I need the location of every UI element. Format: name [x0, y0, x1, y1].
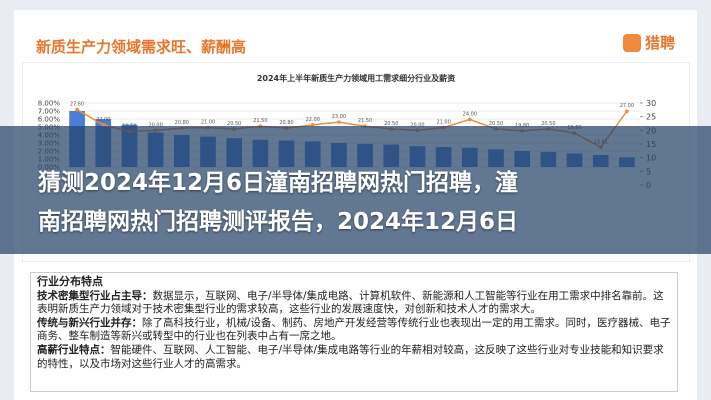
paragraph: 技术密集型行业占主导：数据显示，互联网、电子/半导体/集成电路、计算机软件、新能…	[37, 290, 671, 317]
data-label: 20.50	[541, 121, 555, 127]
data-label: 19.80	[515, 123, 529, 129]
paragraph-text: 智能硬件、互联网、人工智能、电子/半导体/集成电路等行业的年薪相对较高，这反映了…	[37, 343, 664, 370]
headline-line: 南招聘网热门招聘测评报告，2024年12月6日	[38, 209, 519, 235]
line-point	[625, 109, 629, 113]
paragraph-text: 数据显示，互联网、电子/半导体/集成电路、计算机软件、新能源和人工智能等行业在用…	[37, 289, 664, 316]
data-label: 20.80	[175, 120, 189, 126]
line-point	[337, 120, 341, 124]
data-label: 21.00	[436, 120, 450, 126]
paragraph-lead: 高薪行业特点：	[37, 343, 111, 356]
data-label: 27.60	[70, 102, 84, 108]
data-label: 20.00	[148, 122, 162, 128]
data-label: 21.50	[358, 118, 372, 124]
paragraph-lead: 传统与新兴行业并存：	[37, 316, 142, 329]
headline-line: 猜测2024年12月6日潼南招聘网热门招聘，潼	[38, 170, 519, 196]
y2-tick-label: 25	[646, 113, 656, 122]
y-tick-label: 6.00%	[38, 116, 61, 124]
logo: 猎聘	[622, 32, 675, 53]
data-label: 21.00	[201, 120, 215, 126]
data-label: 20.80	[279, 120, 293, 126]
data-label: 22.00	[96, 117, 110, 123]
line-point	[310, 123, 315, 127]
line-point	[75, 107, 79, 112]
slide-title: 新质生产力领域需求旺、薪酬高	[36, 38, 247, 56]
paragraph: 高薪行业特点：智能硬件、互联网、人工智能、电子/半导体/集成电路等行业的年薪相对…	[37, 344, 671, 371]
section-heading: 行业分布特点	[37, 275, 103, 288]
paragraph-lead: 技术密集型行业占主导：	[37, 289, 153, 302]
data-label: 23.00	[332, 114, 346, 120]
logo-icon	[622, 33, 641, 52]
y2-tick-label: 30	[646, 99, 656, 108]
paragraph: 传统与新兴行业并存：除了高科技行业，机械/设备、制药、房地产开发经营等传统行业也…	[37, 317, 671, 344]
line-point	[468, 117, 472, 122]
data-label: 27.00	[620, 103, 634, 109]
line-point	[101, 123, 106, 127]
logo-text: 猎聘	[644, 34, 675, 52]
data-label: 20.50	[227, 121, 241, 127]
data-label: 20.00	[410, 122, 424, 128]
text-section: 行业分布特点 技术密集型行业占主导：数据显示，互联网、电子/半导体/集成电路、计…	[30, 272, 678, 392]
data-label: 21.50	[253, 118, 267, 124]
data-label: 22.00	[306, 117, 320, 123]
overlay-band: 猜测2024年12月6日潼南招聘网热门招聘，潼 南招聘网热门招聘测评报告，202…	[0, 126, 711, 254]
paragraph-text: 除了高科技行业，机械/设备、制药、房地产开发经营等传统行业也表现出一定的用工需求…	[37, 316, 671, 343]
data-label: 24.00	[463, 111, 477, 117]
y-tick-label: 8.00%	[38, 100, 61, 108]
data-label: 20.50	[384, 121, 398, 127]
y-tick-label: 7.00%	[38, 108, 61, 116]
data-label: 20.50	[489, 121, 503, 127]
chart-title: 2024年上半年新质生产力领域用工需求细分行业及薪资	[257, 73, 455, 83]
